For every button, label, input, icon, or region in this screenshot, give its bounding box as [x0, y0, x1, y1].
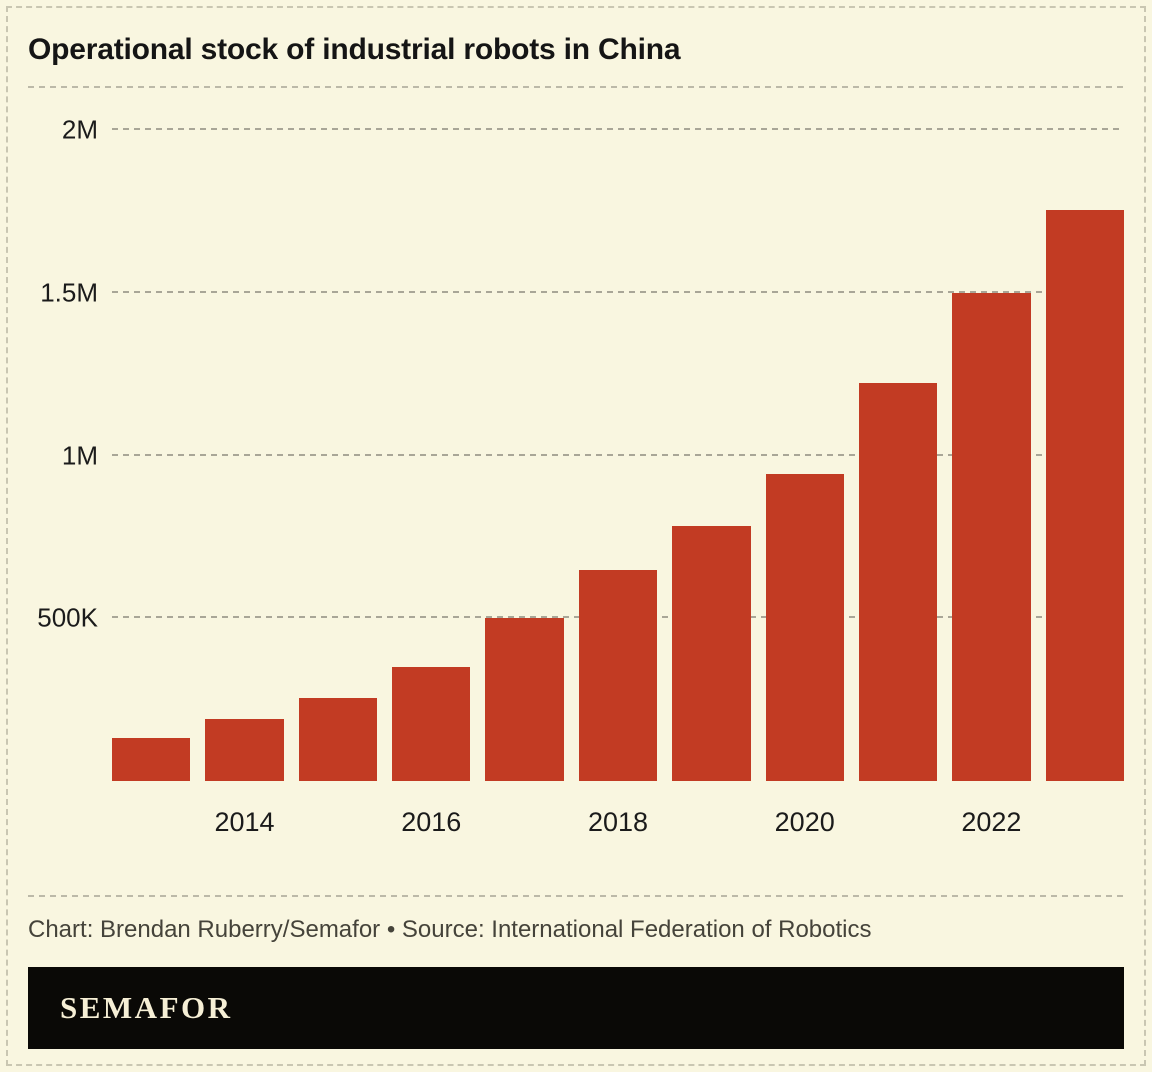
gridline [112, 290, 1124, 293]
bottom-divider [28, 895, 1124, 897]
bar-2017 [485, 617, 564, 781]
x-axis-label [299, 805, 377, 839]
bar-2021 [858, 382, 938, 781]
gridline [112, 128, 1124, 130]
y-axis-label: 1M [61, 440, 98, 470]
bar-chart: 500K 1M 1.5M 2M 2014 2016 2018 2020 2022 [37, 115, 1124, 839]
x-axis-label [112, 805, 190, 839]
bar-2013 [112, 738, 191, 781]
x-axis-label [672, 805, 750, 839]
x-axis: 2014 2016 2018 2020 2022 [112, 805, 1124, 839]
gridline [112, 453, 1124, 456]
y-axis-label: 1.5M [40, 277, 98, 308]
bar-2016 [392, 667, 471, 781]
chart-title: Operational stock of industrial robots i… [28, 33, 681, 66]
x-axis-label: 2022 [961, 807, 1022, 837]
x-axis-label: 2020 [774, 807, 835, 837]
semafor-logo: SEMAFOR [60, 990, 233, 1025]
bars [112, 209, 1124, 781]
logo-bar: SEMAFOR [28, 967, 1124, 1049]
top-divider [28, 86, 1124, 88]
y-axis-label: 500K [37, 602, 98, 633]
x-axis-label [485, 805, 563, 839]
bar-2018 [578, 569, 658, 781]
x-axis-label [1046, 805, 1124, 839]
plot-area: 500K 1M 1.5M 2M [37, 115, 1124, 781]
bar-2020 [765, 474, 844, 781]
y-axis-label: 2M [61, 114, 98, 145]
chart-card: Operational stock of industrial robots i… [6, 6, 1146, 1066]
bar-2015 [298, 697, 378, 781]
bar-2014 [205, 719, 284, 781]
x-axis-label: 2016 [401, 807, 462, 837]
x-axis-label [859, 805, 937, 839]
bar-2019 [672, 526, 751, 781]
bar-2023 [1045, 209, 1124, 781]
x-axis-label: 2014 [214, 807, 275, 837]
x-axis-label: 2018 [587, 807, 649, 837]
bar-2022 [952, 292, 1031, 781]
credit-line: Chart: Brendan Ruberry/Semafor • Source:… [28, 916, 872, 943]
